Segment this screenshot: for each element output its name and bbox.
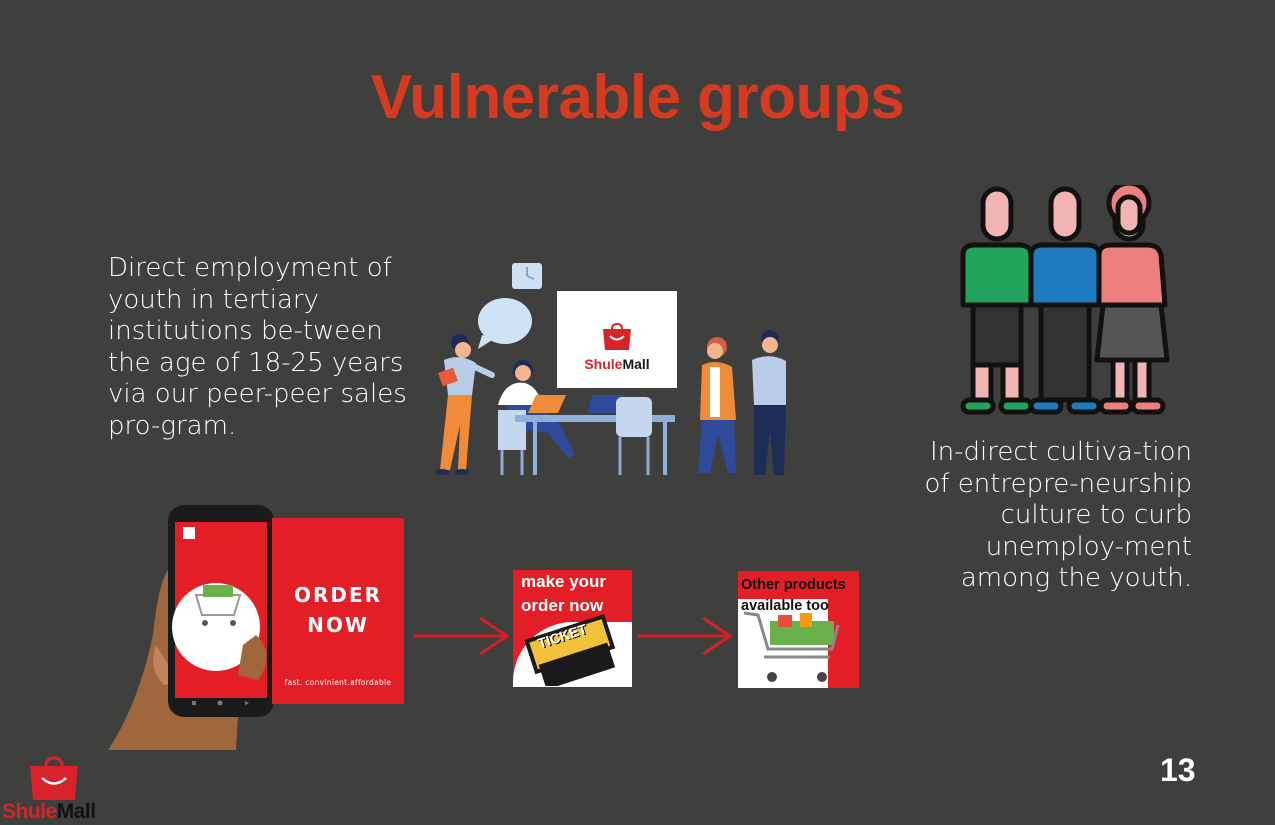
- arrow-right-icon: [414, 616, 510, 656]
- phone-in-hand-illustration: [108, 505, 274, 750]
- speech-bubble-icon: [478, 298, 532, 344]
- shopping-bag-icon: [30, 756, 78, 800]
- arrow-right-icon: [637, 616, 733, 656]
- order-now-line2: NOW: [307, 613, 369, 637]
- page-number: 13: [1160, 752, 1196, 788]
- shulemall-logo-card: ShuleMall: [557, 291, 677, 388]
- order-now-panel: ORDER NOW fast. convinient.affordable: [272, 518, 404, 704]
- make-order-card: make your order now TICKET: [513, 570, 632, 687]
- shopping-cart-icon: [743, 611, 840, 682]
- youth-employment-text: Direct employment of youth in tertiary i…: [108, 253, 407, 441]
- make-order-line1: make your: [521, 572, 607, 591]
- make-order-line2: order now: [521, 596, 604, 615]
- footer-shulemall-logo: ShuleMall: [0, 752, 110, 825]
- shopping-bag-icon: [603, 323, 631, 350]
- people-group-icon: [960, 185, 1170, 415]
- order-now-line1: ORDER: [293, 583, 383, 607]
- brand-mall-text: Mall: [622, 356, 650, 372]
- footer-brand-shule: Shule: [2, 800, 57, 823]
- brand-shule-text: Shule: [584, 356, 623, 372]
- office-team-illustration: [435, 263, 786, 475]
- other-products-line2: available too: [741, 598, 829, 614]
- other-products-card: Other products available too: [738, 571, 859, 688]
- ticket-icon: [524, 614, 616, 686]
- entrepreneurship-text: In-direct cultiva-tion of entrepre-neurs…: [924, 437, 1192, 593]
- other-products-line1: Other products: [741, 577, 846, 593]
- order-tagline: fast. convinient.affordable: [284, 678, 392, 687]
- footer-brand-mall: Mall: [56, 800, 96, 823]
- slide-title: Vulnerable groups: [370, 63, 905, 132]
